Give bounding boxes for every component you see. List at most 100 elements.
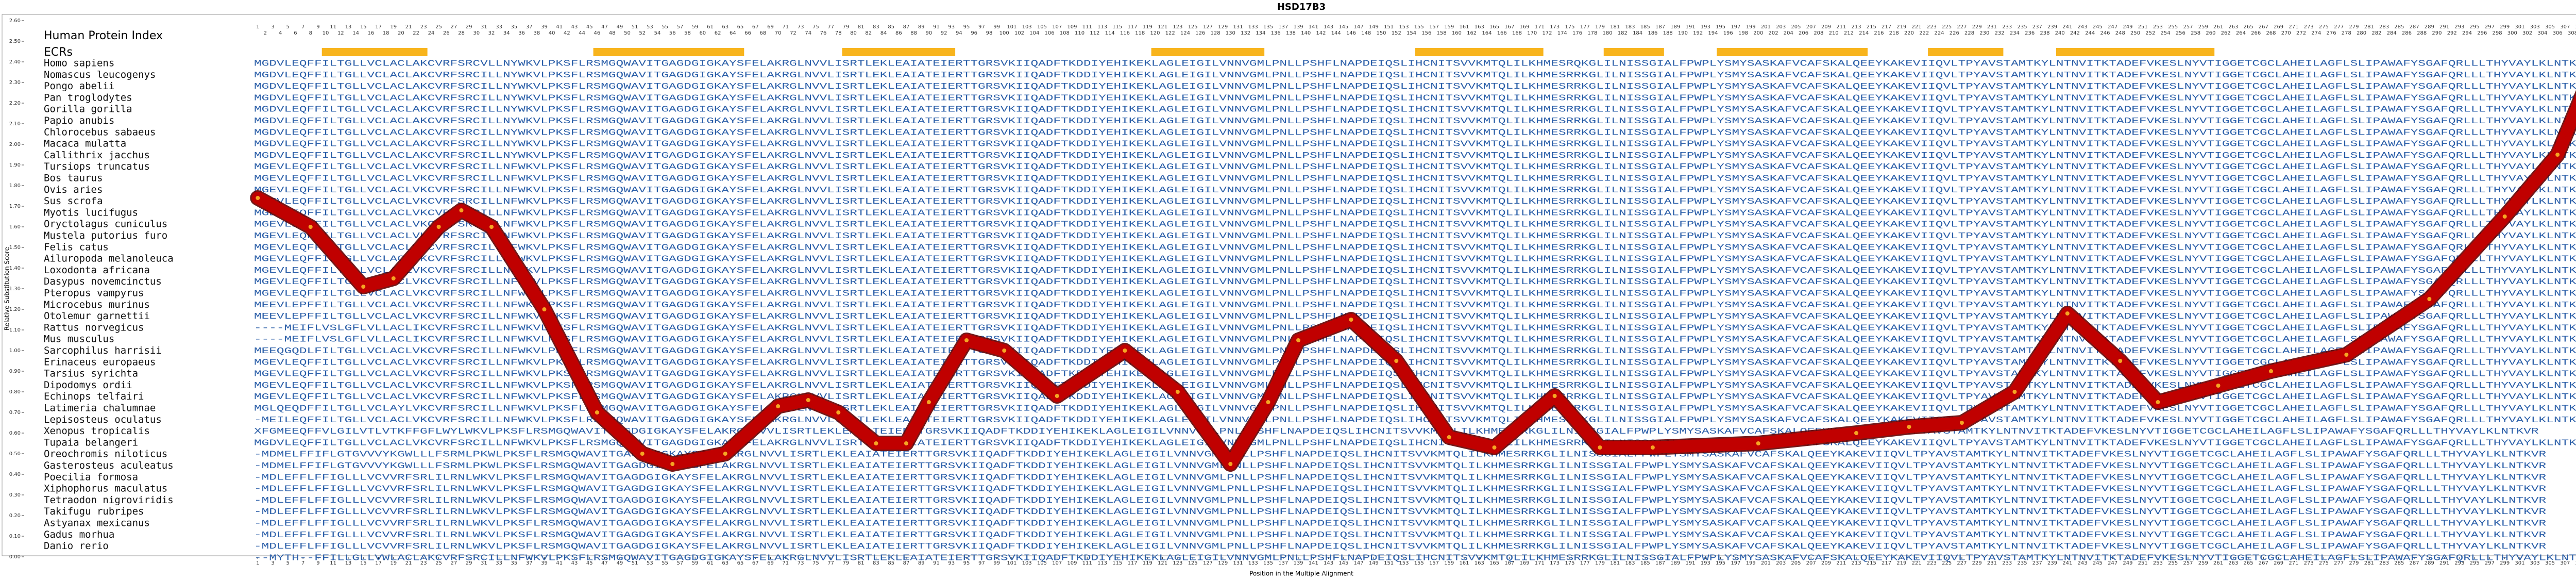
x-tick-label: 129 — [1218, 560, 1228, 566]
index-label: 253 — [2153, 24, 2163, 30]
score-point — [874, 441, 878, 445]
index-label: 119 — [1143, 24, 1153, 30]
index-label: 249 — [2123, 24, 2132, 30]
x-tick-label: 263 — [2228, 560, 2238, 566]
ecr-bar — [842, 48, 956, 56]
index-label: 115 — [1112, 24, 1122, 30]
score-point — [256, 196, 260, 200]
index-label: 92 — [941, 30, 947, 36]
index-label: 100 — [999, 30, 1009, 36]
index-label: 230 — [1979, 30, 1989, 36]
index-label: 104 — [1029, 30, 1039, 36]
index-label: 280 — [2357, 30, 2366, 36]
index-label: 182 — [1618, 30, 1628, 36]
index-label: 22 — [413, 30, 419, 36]
x-tick-label: 91 — [933, 560, 940, 566]
index-label: 65 — [737, 24, 744, 30]
x-tick-label: 69 — [767, 560, 774, 566]
score-point — [1228, 462, 1233, 466]
x-tick-label: 53 — [647, 560, 653, 566]
x-tick-label: 111 — [1082, 560, 1092, 566]
species-name: Nomascus leucogenys — [44, 69, 156, 80]
index-label: 257 — [2183, 24, 2193, 30]
index-label: 136 — [1271, 30, 1281, 36]
index-label: 162 — [1467, 30, 1477, 36]
index-label: 181 — [1610, 24, 1620, 30]
sequence: MGDVLEQFFILTGLLVCLACLAKCVRFSRCILLNYWKVLP… — [254, 151, 2576, 161]
score-point — [640, 452, 645, 456]
y-tick-label: 2.30 — [9, 80, 21, 86]
index-label: 116 — [1120, 30, 1130, 36]
index-label: 174 — [1557, 30, 1567, 36]
x-tick-label: 103 — [1022, 560, 1032, 566]
x-tick-label: 219 — [1896, 560, 1906, 566]
index-label: 212 — [1844, 30, 1854, 36]
sequence: -MDLEFFLFFIGLLLVCVVRFSRLILRNLWKVLPKSFLRS… — [254, 531, 2546, 540]
score-point — [1598, 445, 1602, 450]
index-label: 117 — [1127, 24, 1137, 30]
sequence: -MDLEFFLFFIGLLLVCVVRFSRLILRNLWKVLPKSFLRS… — [254, 496, 2546, 506]
x-tick-label: 197 — [1731, 560, 1740, 566]
index-label: 270 — [2281, 30, 2291, 36]
index-label: 157 — [1429, 24, 1439, 30]
index-label: 218 — [1889, 30, 1899, 36]
score-line — [251, 94, 2576, 470]
x-tick-label: 275 — [2319, 560, 2329, 566]
index-label: 108 — [1060, 30, 1070, 36]
index-label: 130 — [1226, 30, 1235, 36]
x-tick-label: 175 — [1565, 560, 1574, 566]
x-tick-label: 139 — [1293, 560, 1303, 566]
score-point — [1349, 318, 1353, 322]
x-tick-label: 259 — [2198, 560, 2208, 566]
index-label: 87 — [903, 24, 910, 30]
index-label: 258 — [2191, 30, 2200, 36]
index-label: 8 — [309, 30, 312, 36]
index-label: 236 — [2025, 30, 2035, 36]
index-label: 134 — [1256, 30, 1265, 36]
index-label: 42 — [564, 30, 570, 36]
x-tick-label: 67 — [752, 560, 759, 566]
sequence: MGEVLEQFFILTGLLVCLACLVKCVRFSRCILLNFWKVLP… — [254, 186, 2576, 195]
species-name: Oreochromis niloticus — [44, 449, 167, 460]
x-tick-label: 15 — [360, 560, 367, 566]
y-tick-label: 1.60 — [9, 224, 21, 230]
index-label: 127 — [1203, 24, 1213, 30]
sequence: MGDVLEQFFILTGLLVCLACLAKCVRFSRCILLNYWKVLP… — [254, 105, 2576, 115]
y-tick-label: 2.40 — [9, 59, 21, 65]
x-tick-label: 41 — [556, 560, 563, 566]
index-label: 5 — [286, 24, 290, 30]
index-label: 217 — [1882, 24, 1891, 30]
index-label: 145 — [1338, 24, 1348, 30]
index-label: 69 — [767, 24, 774, 30]
index-label: 214 — [1859, 30, 1869, 36]
index-label: 220 — [1904, 30, 1914, 36]
y-tick-label: 1.00 — [9, 348, 21, 354]
index-label: 20 — [398, 30, 404, 36]
score-point — [2012, 390, 2017, 394]
index-label: 155 — [1414, 24, 1424, 30]
x-tick-label: 279 — [2349, 560, 2359, 566]
score-point — [2344, 353, 2349, 357]
x-tick-label: 257 — [2183, 560, 2193, 566]
x-tick-label: 7 — [301, 560, 304, 566]
x-tick-label: 307 — [2560, 560, 2570, 566]
index-label: 3 — [271, 24, 274, 30]
index-label: 52 — [639, 30, 646, 36]
index-label: 148 — [1361, 30, 1371, 36]
index-label: 206 — [1799, 30, 1808, 36]
index-label: 103 — [1022, 24, 1032, 30]
index-label: 290 — [2432, 30, 2442, 36]
x-tick-label: 207 — [1806, 560, 1816, 566]
y-tick-label: 1.80 — [9, 183, 21, 189]
sequence: MGDVLEQFFILTGLLVCLACLAKCVRFSRCILLNYWKVLP… — [254, 93, 2576, 103]
x-tick-label: 201 — [1761, 560, 1771, 566]
score-point — [542, 307, 547, 311]
index-label: 36 — [518, 30, 525, 36]
x-tick-label: 285 — [2394, 560, 2404, 566]
index-label: 175 — [1565, 24, 1574, 30]
index-label: 226 — [1950, 30, 1959, 36]
index-label: 132 — [1241, 30, 1250, 36]
index-label: 261 — [2213, 24, 2223, 30]
index-label: 24 — [428, 30, 435, 36]
